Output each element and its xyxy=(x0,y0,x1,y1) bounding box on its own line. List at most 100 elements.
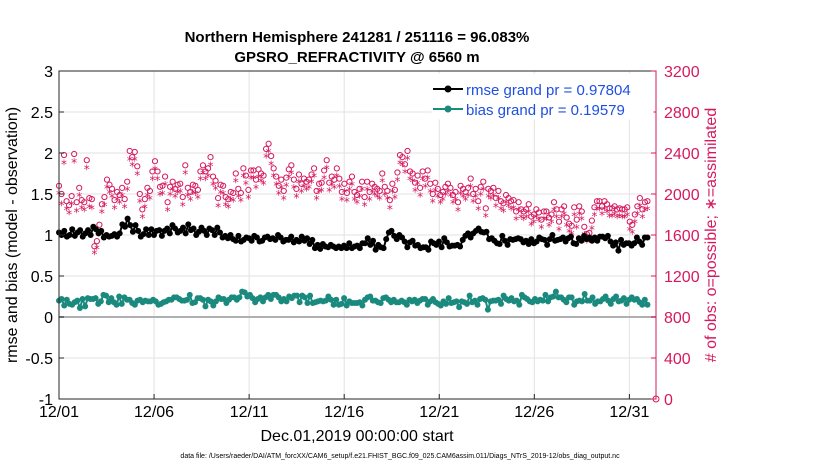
bias-point xyxy=(116,293,123,300)
rmse-point xyxy=(121,223,128,230)
possible-point xyxy=(220,182,227,189)
possible-point xyxy=(308,171,315,178)
assimilated-point: * xyxy=(359,184,365,198)
y-right-tick-label: 0 xyxy=(664,392,673,409)
possible-point xyxy=(515,199,522,206)
possible-point xyxy=(91,243,98,250)
possible-point xyxy=(139,206,146,213)
possible-point xyxy=(624,204,631,211)
possible-point xyxy=(121,196,128,203)
assimilated-point: * xyxy=(86,201,92,215)
assimilated-point: * xyxy=(402,166,408,180)
bias-point xyxy=(296,299,303,306)
rmse-point xyxy=(158,232,165,239)
possible-point xyxy=(262,145,270,152)
assimilated-point: * xyxy=(432,185,438,199)
assimilated-point: * xyxy=(639,212,645,226)
y-left-tick-label: 0.5 xyxy=(31,269,53,286)
bias-point xyxy=(79,295,86,302)
assimilated-point: * xyxy=(215,200,221,214)
assimilated-point: * xyxy=(475,203,481,217)
possible-point xyxy=(391,186,398,193)
assimilated-point: * xyxy=(139,212,145,226)
rmse-point xyxy=(216,229,223,236)
bias-point xyxy=(377,300,384,307)
assimilated-point: * xyxy=(213,183,219,197)
assimilated-point: * xyxy=(518,212,524,226)
rmse-point xyxy=(304,235,311,242)
assimilated-point: * xyxy=(309,177,315,191)
bias-point xyxy=(82,303,89,310)
bias-point xyxy=(466,292,473,299)
possible-point xyxy=(477,183,484,190)
assimilated-point: * xyxy=(435,191,441,205)
bias-point xyxy=(552,288,559,295)
assimilated-point: * xyxy=(81,204,87,218)
bias-point xyxy=(304,300,311,307)
possible-point xyxy=(379,170,386,177)
assimilated-point: * xyxy=(488,193,494,207)
bias-point xyxy=(639,301,646,308)
rmse-point xyxy=(127,222,134,229)
assimilated-point: * xyxy=(154,174,160,188)
possible-point xyxy=(298,180,305,187)
possible-point xyxy=(260,172,267,179)
assimilated-point: * xyxy=(208,159,214,173)
possible-point xyxy=(399,154,406,161)
bias-point xyxy=(103,292,110,299)
possible-point xyxy=(270,165,277,172)
assimilated-point: * xyxy=(599,209,605,223)
rmse-point xyxy=(214,224,221,231)
assimilated-point: * xyxy=(422,181,428,195)
legend-rmse-label: rmse grand pr = 0.97804 xyxy=(466,82,631,99)
assimilated-point: * xyxy=(238,195,244,209)
assimilated-point: * xyxy=(417,190,423,204)
assimilated-point: * xyxy=(101,199,107,213)
assimilated-point: * xyxy=(61,157,67,171)
assimilated-point: * xyxy=(132,154,138,168)
assimilated-point: * xyxy=(412,185,418,199)
assimilated-point: * xyxy=(480,184,486,198)
rmse-point xyxy=(618,236,625,243)
possible-point xyxy=(310,165,318,172)
assimilated-point: * xyxy=(349,179,355,193)
assimilated-point: * xyxy=(508,203,514,217)
assimilated-point: * xyxy=(109,191,115,205)
assimilated-point: * xyxy=(427,186,433,200)
assimilated-point: * xyxy=(190,187,196,201)
assimilated-point: * xyxy=(415,178,421,192)
assimilated-point: * xyxy=(142,201,148,215)
assimilated-point: * xyxy=(266,146,272,160)
possible-point xyxy=(101,193,108,201)
assimilated-point: * xyxy=(321,173,327,187)
possible-point xyxy=(187,188,194,196)
rmse-point xyxy=(132,222,139,229)
assimilated-point: * xyxy=(447,190,453,204)
assimilated-point: * xyxy=(64,203,70,217)
assimilated-point: * xyxy=(245,192,251,206)
possible-point xyxy=(242,172,249,179)
data-file-footnote: data file: /Users/raeder/DAI/ATM_forcXX/… xyxy=(180,453,620,460)
assimilated-point: * xyxy=(306,182,312,196)
possible-point xyxy=(88,196,95,203)
assimilated-point: * xyxy=(596,203,602,217)
possible-point xyxy=(629,221,636,228)
assimilated-point: * xyxy=(526,206,532,220)
rmse-point xyxy=(639,241,646,248)
possible-point xyxy=(240,165,247,172)
assimilated-point: * xyxy=(561,209,567,223)
rmse-point xyxy=(435,238,442,245)
y-left-tick-label: 2 xyxy=(44,146,53,163)
rmse-point xyxy=(272,236,279,243)
y-right-tick-label: 800 xyxy=(664,310,691,327)
assimilated-point: * xyxy=(346,184,352,198)
possible-point xyxy=(424,167,431,174)
possible-point xyxy=(401,161,409,168)
assimilated-point: * xyxy=(278,182,284,196)
assimilated-point: * xyxy=(465,190,471,204)
assimilated-point: * xyxy=(124,184,130,198)
assimilated-point: * xyxy=(536,215,542,229)
possible-point xyxy=(295,171,303,178)
y-right-tick-label: 2800 xyxy=(664,105,700,122)
